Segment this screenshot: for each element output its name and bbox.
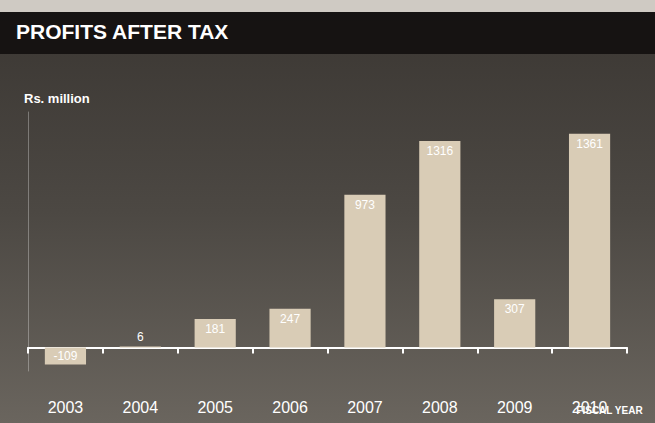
svg-text:FISCAL YEAR: FISCAL YEAR [576, 404, 643, 416]
svg-text:1361: 1361 [576, 137, 603, 151]
svg-text:PROFITS AFTER TAX: PROFITS AFTER TAX [16, 20, 228, 43]
svg-text:2009: 2009 [497, 399, 533, 416]
svg-text:6: 6 [137, 330, 144, 344]
svg-text:2010: 2010 [572, 399, 608, 416]
svg-text:2007: 2007 [347, 399, 383, 416]
svg-text:2005: 2005 [197, 399, 233, 416]
svg-text:307: 307 [505, 302, 525, 316]
svg-text:247: 247 [280, 312, 300, 326]
svg-text:1316: 1316 [426, 144, 453, 158]
svg-text:973: 973 [355, 198, 375, 212]
svg-text:2004: 2004 [123, 399, 159, 416]
svg-text:2006: 2006 [272, 399, 308, 416]
svg-text:181: 181 [205, 322, 225, 336]
svg-text:Rs. million: Rs. million [24, 91, 90, 106]
svg-text:-109: -109 [53, 349, 77, 363]
svg-text:2003: 2003 [48, 399, 84, 416]
svg-text:2008: 2008 [422, 399, 458, 416]
